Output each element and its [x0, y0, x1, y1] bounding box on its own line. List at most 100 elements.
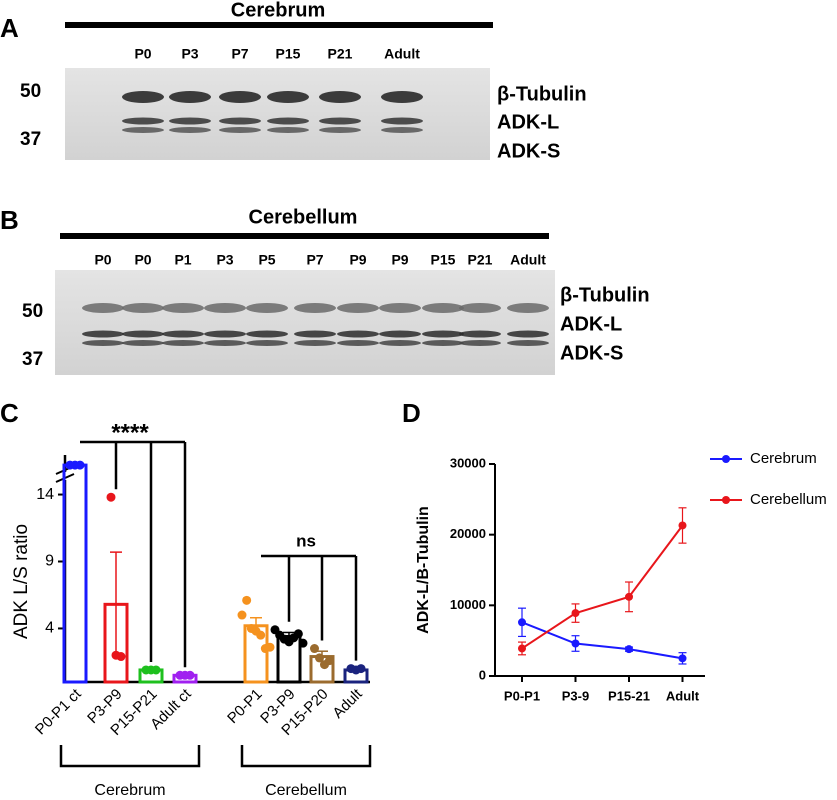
annotation: ns [296, 531, 316, 550]
band [122, 127, 164, 133]
x-tick-label: P0-P1 [224, 686, 266, 728]
band [162, 340, 204, 346]
band [162, 303, 204, 313]
band [246, 340, 288, 346]
data-point [625, 645, 633, 654]
band [294, 303, 336, 313]
band [422, 330, 464, 338]
annotation: **** [111, 419, 149, 446]
x-tick-label: P3-9 [562, 688, 589, 703]
lane-label: Adult [384, 46, 420, 62]
marker: 37 [20, 129, 41, 150]
band [337, 303, 379, 313]
data-point [185, 670, 195, 680]
data-point [151, 665, 161, 675]
band [246, 330, 288, 338]
lane-label: P7 [306, 252, 323, 268]
panel-label: D [402, 398, 421, 428]
band [422, 340, 464, 346]
data-point [242, 595, 252, 605]
data-point [571, 639, 580, 648]
group-label: Cerebellum [265, 782, 347, 799]
band-label: ADK-S [560, 342, 623, 364]
band [319, 91, 361, 103]
x-tick-label: Adult [666, 688, 700, 703]
blot [55, 270, 555, 375]
data-point [315, 653, 324, 663]
y-tick-label: 14 [36, 486, 54, 503]
lane-label: P5 [258, 252, 275, 268]
band [122, 117, 164, 125]
title-bar [60, 233, 549, 239]
band [267, 127, 309, 133]
y-axis-label: ADK-L/B-Tubulin [415, 506, 432, 634]
lane-label: P21 [468, 252, 493, 268]
y-tick-label: 9 [45, 553, 54, 570]
x-tick-label: P15-21 [608, 688, 650, 703]
band [379, 303, 421, 313]
data-point [518, 644, 526, 653]
band [422, 303, 464, 313]
y-tick-label: 20000 [450, 526, 486, 541]
band [219, 127, 261, 133]
data-point [106, 492, 116, 502]
data-point [356, 664, 366, 674]
y-tick-label: 30000 [450, 455, 486, 470]
x-tick-label: P0-P1 [504, 688, 540, 703]
band [219, 91, 261, 103]
panel-label: A [0, 13, 19, 43]
panel-label: B [0, 205, 19, 235]
band [294, 340, 336, 346]
band-label: ADK-L [497, 111, 559, 133]
lane-label: P1 [174, 252, 191, 268]
x-tick-label: Adult [329, 685, 366, 722]
band [507, 303, 549, 313]
band [82, 303, 124, 313]
data-point [310, 644, 319, 654]
band [459, 340, 501, 346]
band [82, 340, 124, 346]
band [507, 330, 549, 338]
band [267, 91, 309, 103]
y-axis-label: ADK L/S ratio [11, 524, 32, 639]
group-bracket [240, 745, 372, 768]
band [459, 330, 501, 338]
y-tick-label: 0 [479, 667, 486, 682]
band-label: ADK-S [497, 140, 560, 162]
lane-label: P0 [134, 46, 151, 62]
band [122, 330, 164, 338]
band [122, 340, 164, 346]
band [204, 340, 246, 346]
lane-label: Adult [510, 252, 546, 268]
blot-title: Cerebellum [249, 206, 358, 228]
data-point [518, 618, 526, 627]
lane-label: P7 [231, 46, 248, 62]
band [169, 127, 211, 133]
band [319, 127, 361, 133]
data-point [256, 630, 266, 640]
bar [62, 463, 88, 684]
series-line [521, 524, 684, 650]
band [379, 340, 421, 346]
y-tick-label: 4 [45, 620, 54, 637]
band-label: β-Tubulin [497, 83, 587, 105]
band [381, 117, 423, 125]
band [219, 117, 261, 125]
group-label: Cerebrum [94, 782, 165, 799]
lane-label: P0 [94, 252, 111, 268]
lane-label: P15 [431, 252, 456, 268]
band [381, 127, 423, 133]
band-label: β-Tubulin [560, 284, 650, 306]
blot-title: Cerebrum [231, 0, 325, 21]
band [381, 91, 423, 103]
panel-label: C [0, 398, 19, 428]
lane-label: P3 [181, 46, 198, 62]
data-point [75, 460, 85, 470]
title-bar [65, 22, 493, 28]
data-point [625, 592, 633, 601]
band [337, 330, 379, 338]
lane-label: P3 [216, 252, 233, 268]
band [122, 303, 164, 313]
band [162, 330, 204, 338]
legend-label: Cerebrum [750, 450, 817, 467]
